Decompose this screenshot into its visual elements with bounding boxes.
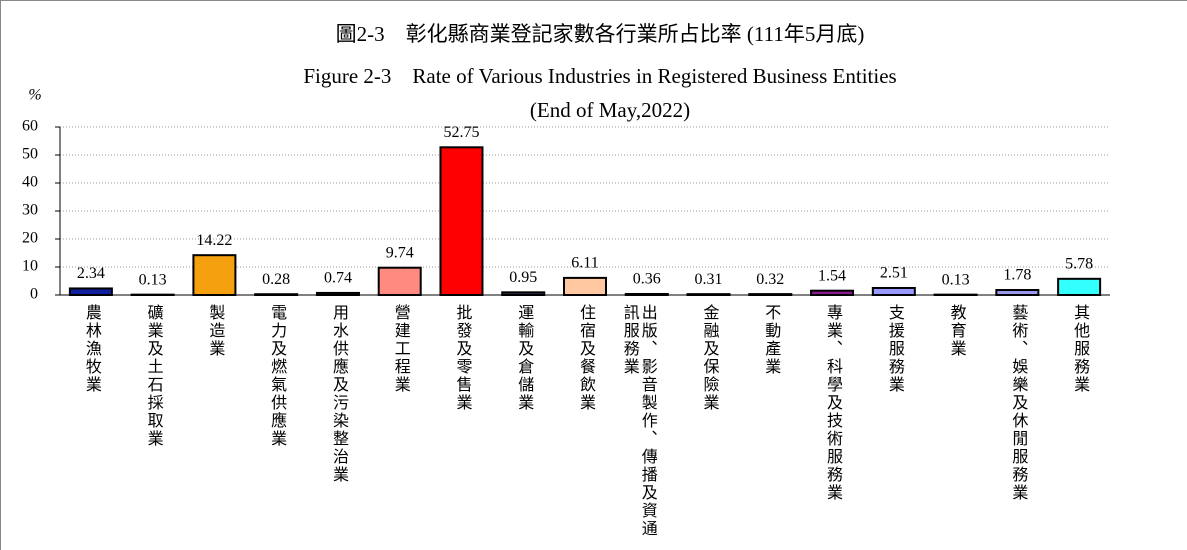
data-label: 1.54 [818, 267, 846, 284]
data-label: 0.36 [633, 271, 661, 288]
data-label: 0.74 [324, 270, 352, 287]
x-tick-label: 支援服務業 [885, 304, 905, 394]
bar [68, 287, 113, 296]
x-tick-label: 金融及保險業 [700, 304, 720, 412]
data-label: 0.95 [509, 269, 537, 286]
data-label: 0.13 [942, 271, 970, 288]
y-tick-label: 60 [22, 118, 38, 135]
chart-title: 圖2-3 彰化縣商業登記家數各行業所占比率 (111年5月底) [336, 22, 865, 46]
data-label: 0.31 [695, 271, 723, 288]
x-tick-label: 製造業 [206, 304, 226, 358]
data-label: 0.28 [262, 271, 290, 288]
y-axis-label: % [28, 87, 41, 104]
x-tick-label: 電力及燃氣供應業 [268, 304, 288, 448]
x-tick-label: 批發及零售業 [453, 304, 473, 412]
data-label: 1.78 [1003, 267, 1031, 284]
y-tick-label: 40 [22, 174, 38, 191]
bar [1057, 277, 1102, 297]
bar [995, 289, 1040, 296]
y-tick-label: 20 [22, 230, 38, 247]
data-label: 2.51 [880, 265, 908, 282]
y-tick-label: 50 [22, 146, 38, 163]
data-label: 6.11 [571, 255, 598, 272]
bar [810, 289, 855, 296]
bar [439, 146, 484, 296]
x-tick-label: 藝術、娛樂及休閒服務業 [1009, 304, 1029, 502]
x-tick-label: 農林漁牧業 [82, 304, 102, 394]
bar [871, 286, 916, 296]
bar [377, 266, 422, 296]
x-tick-label: 運輸及倉儲業 [515, 304, 535, 412]
data-label: 2.34 [77, 265, 105, 282]
data-label: 9.74 [386, 244, 414, 261]
bar [563, 276, 607, 296]
data-label: 5.78 [1065, 255, 1093, 272]
data-label: 52.75 [443, 124, 479, 141]
x-tick-label: 不動產業 [762, 304, 782, 376]
x-tick-label: 住宿及餐飲業 [577, 304, 596, 412]
x-tick-label: 其他服務業 [1071, 304, 1091, 394]
y-tick-label: 30 [22, 202, 38, 219]
y-tick-label: 10 [22, 258, 38, 275]
y-tick-label: 0 [30, 286, 38, 303]
bar [192, 254, 237, 297]
data-label: 14.22 [196, 232, 232, 249]
chart-subtitle: (End of May,2022) [530, 98, 690, 122]
x-tick-label: 營建工程業 [391, 304, 411, 394]
data-label: 0.13 [139, 271, 167, 288]
x-tick-label: 出版、影音製作、傳播及資通訊服務業 [620, 304, 658, 538]
x-tick-label: 教育業 [947, 304, 967, 358]
x-tick-label: 用水供應及污染整治業 [329, 304, 349, 484]
chart-subtitle: Figure 2-3 Rate of Various Industries in… [303, 64, 896, 88]
x-tick-label: 專業、科學及技術服務業 [824, 304, 844, 502]
x-tick-label: 礦業及土石採取業 [144, 304, 164, 448]
data-label: 0.32 [756, 271, 784, 288]
